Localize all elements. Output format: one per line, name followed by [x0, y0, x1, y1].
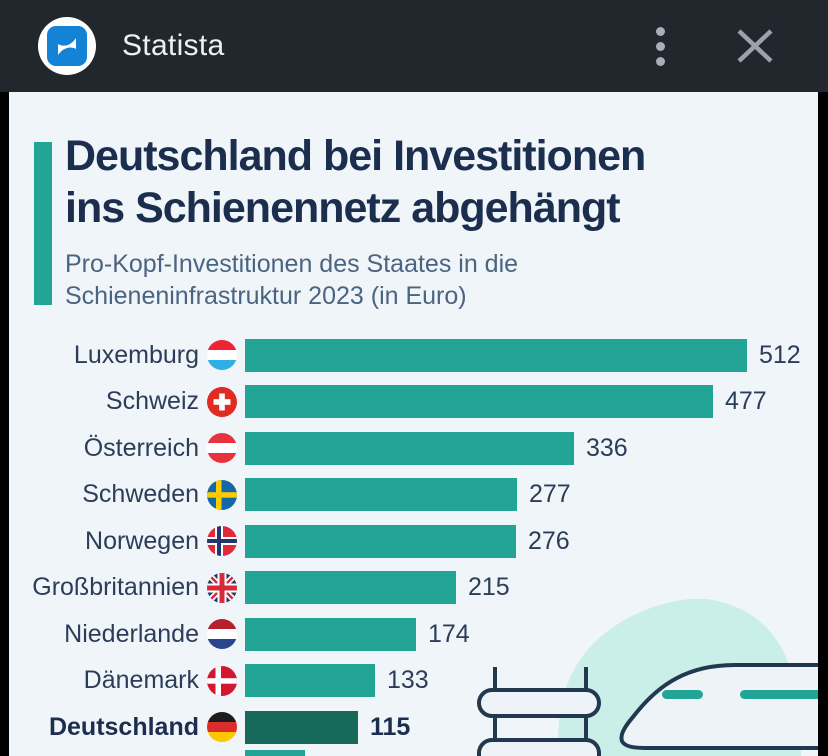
- statista-logo-badge: [38, 17, 96, 75]
- row-label: Dänemark: [83, 666, 199, 695]
- title-block: Deutschland bei Investitionen ins Schien…: [65, 130, 805, 312]
- row-label: Schweden: [82, 480, 199, 509]
- row-value: 477: [725, 387, 767, 416]
- chart-title-line2: ins Schienennetz abgehängt: [65, 184, 621, 233]
- row-value: 276: [528, 526, 570, 555]
- row-label: Deutschland: [48, 712, 199, 741]
- bar: [245, 710, 358, 744]
- chart-row-norwegen: Norwegen 276: [9, 518, 818, 565]
- app-header: Statista: [0, 0, 828, 92]
- flag-luxembourg-icon: [207, 340, 237, 371]
- chart-title-line1: Deutschland bei Investitionen: [65, 132, 646, 180]
- bar: [245, 478, 517, 512]
- row-label: Schweiz: [105, 387, 199, 416]
- buffer-stop-beam-icon: [477, 738, 601, 756]
- chart-row-schweden: Schweden 277: [9, 472, 818, 519]
- chart-row-oesterreich: Österreich 336: [9, 425, 818, 472]
- flag-austria-icon: [207, 433, 237, 464]
- bar: [245, 338, 747, 372]
- partial-next-bar: [245, 750, 305, 756]
- row-value: 512: [759, 340, 801, 369]
- row-value: 174: [428, 619, 470, 648]
- chart-row-schweiz: Schweiz 477: [9, 379, 818, 426]
- chart-row-luxemburg: Luxemburg 512: [9, 332, 818, 379]
- chart-subtitle-line1: Pro-Kopf-Investitionen des Staates in di…: [65, 249, 519, 278]
- chart-row-grossbritannien: Großbritannien 215: [9, 565, 818, 612]
- bar: [245, 385, 713, 419]
- row-label: Großbritannien: [32, 573, 199, 602]
- flag-united-kingdom-icon: [207, 572, 237, 603]
- chart-row-daenemark: Dänemark 133: [9, 658, 818, 705]
- statista-logo-icon: [47, 26, 87, 66]
- row-label: Norwegen: [85, 526, 199, 555]
- flag-denmark-icon: [207, 665, 237, 696]
- row-value: 133: [387, 666, 429, 695]
- bar: [245, 664, 375, 698]
- row-label: Österreich: [83, 433, 199, 462]
- flag-sweden-icon: [207, 479, 237, 510]
- chart-row-deutschland: Deutschland 115: [9, 704, 818, 751]
- chart-subtitle: Pro-Kopf-Investitionen des Staates in di…: [65, 248, 805, 312]
- chart-title: Deutschland bei Investitionen ins Schien…: [65, 130, 805, 235]
- infographic-card: Deutschland bei Investitionen ins Schien…: [9, 92, 818, 756]
- flag-switzerland-icon: [207, 386, 237, 417]
- row-value: 336: [586, 433, 628, 462]
- row-value: 277: [529, 480, 571, 509]
- title-accent-bar: [34, 142, 52, 305]
- row-value: 215: [468, 573, 510, 602]
- bar: [245, 524, 516, 558]
- row-value: 115: [370, 712, 411, 741]
- flag-netherlands-icon: [207, 619, 237, 650]
- flag-germany-icon: [207, 712, 237, 743]
- bar: [245, 617, 416, 651]
- bar: [245, 431, 574, 465]
- buffer-stop-beam-icon: [477, 688, 601, 718]
- bar: [245, 571, 456, 605]
- row-label: Niederlande: [64, 619, 199, 648]
- train-icon: [619, 663, 818, 750]
- chart-subtitle-line2: Schieneninfrastruktur 2023 (in Euro): [65, 281, 467, 310]
- bar-chart: Luxemburg 512 Schweiz 47: [9, 332, 818, 751]
- chart-row-niederlande: Niederlande 174: [9, 611, 818, 658]
- menu-kebab-icon[interactable]: [646, 18, 674, 74]
- close-icon[interactable]: [731, 19, 779, 73]
- row-label: Luxemburg: [73, 340, 199, 369]
- flag-norway-icon: [207, 526, 237, 557]
- app-title: Statista: [122, 29, 225, 62]
